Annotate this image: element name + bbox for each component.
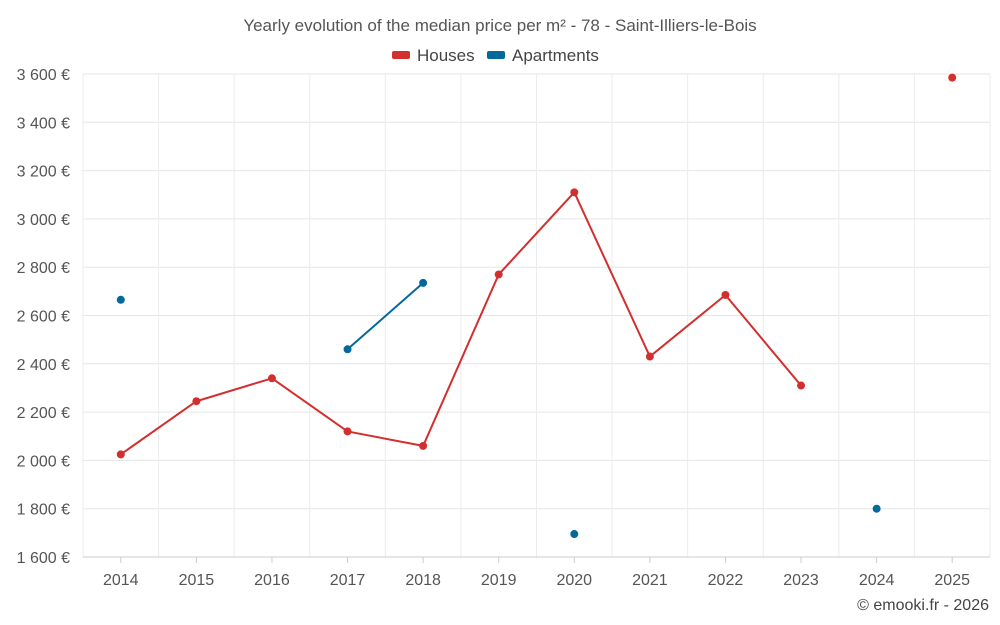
y-tick-label: 1 800 €: [17, 502, 70, 519]
data-point-apartments[interactable]: [872, 504, 881, 513]
y-tick-label: 3 600 €: [17, 67, 70, 84]
x-tick-label: 2020: [556, 572, 592, 589]
y-tick-label: 2 800 €: [17, 260, 70, 277]
y-tick-label: 2 600 €: [17, 309, 70, 326]
data-point-houses[interactable]: [419, 441, 428, 450]
x-tick-label: 2019: [481, 572, 517, 589]
data-point-houses[interactable]: [192, 397, 201, 406]
grid: [82, 73, 991, 558]
x-tick-label: 2017: [330, 572, 366, 589]
y-tick-label: 3 000 €: [17, 212, 70, 229]
legend-item-apartments[interactable]: Apartments: [487, 46, 599, 65]
y-tick-label: 3 200 €: [17, 164, 70, 181]
x-tick-label: 2016: [254, 572, 290, 589]
data-point-houses[interactable]: [948, 73, 957, 82]
axes: 1 600 € 1 800 € 2 000 € 2 200 € 2 400 € 2 600…: [17, 67, 990, 589]
data-point-apartments[interactable]: [116, 295, 125, 304]
x-tick-label: 2023: [783, 572, 819, 589]
legend-label-houses: Houses: [417, 46, 475, 65]
data-point-houses[interactable]: [645, 352, 654, 361]
data-point-houses[interactable]: [494, 270, 503, 279]
chart-title: Yearly evolution of the median price per…: [243, 16, 756, 35]
data-point-houses[interactable]: [721, 290, 730, 299]
y-tick-label: 1 600 €: [17, 550, 70, 567]
y-tick-label: 2 000 €: [17, 453, 70, 470]
x-tick-label: 2024: [859, 572, 895, 589]
x-tick-label: 2025: [934, 572, 970, 589]
x-tick-label: 2021: [632, 572, 668, 589]
series-line-apartments: [346, 282, 424, 351]
y-tick-label: 3 400 €: [17, 115, 70, 132]
series-line-houses: [120, 191, 802, 456]
credit-text: © emooki.fr - 2026: [857, 597, 989, 614]
x-tick-label: 2014: [103, 572, 139, 589]
data-point-houses[interactable]: [343, 427, 352, 436]
data-point-apartments[interactable]: [343, 345, 352, 354]
legend: Houses Apartments: [392, 46, 599, 65]
y-tick-label: 2 200 €: [17, 405, 70, 422]
y-tick-label: 2 400 €: [17, 357, 70, 374]
data-point-houses[interactable]: [570, 188, 579, 197]
legend-item-houses[interactable]: Houses: [392, 46, 475, 65]
legend-label-apartments: Apartments: [512, 46, 599, 65]
data-point-houses[interactable]: [116, 450, 125, 459]
series: [116, 73, 957, 539]
legend-swatch-houses: [392, 51, 410, 59]
data-point-houses[interactable]: [267, 374, 276, 383]
x-tick-label: 2018: [405, 572, 441, 589]
data-point-apartments[interactable]: [419, 278, 428, 287]
x-tick-label: 2015: [179, 572, 215, 589]
x-tick-label: 2022: [708, 572, 744, 589]
data-point-apartments[interactable]: [570, 530, 579, 539]
data-point-houses[interactable]: [797, 381, 806, 390]
legend-swatch-apartments: [487, 51, 505, 59]
